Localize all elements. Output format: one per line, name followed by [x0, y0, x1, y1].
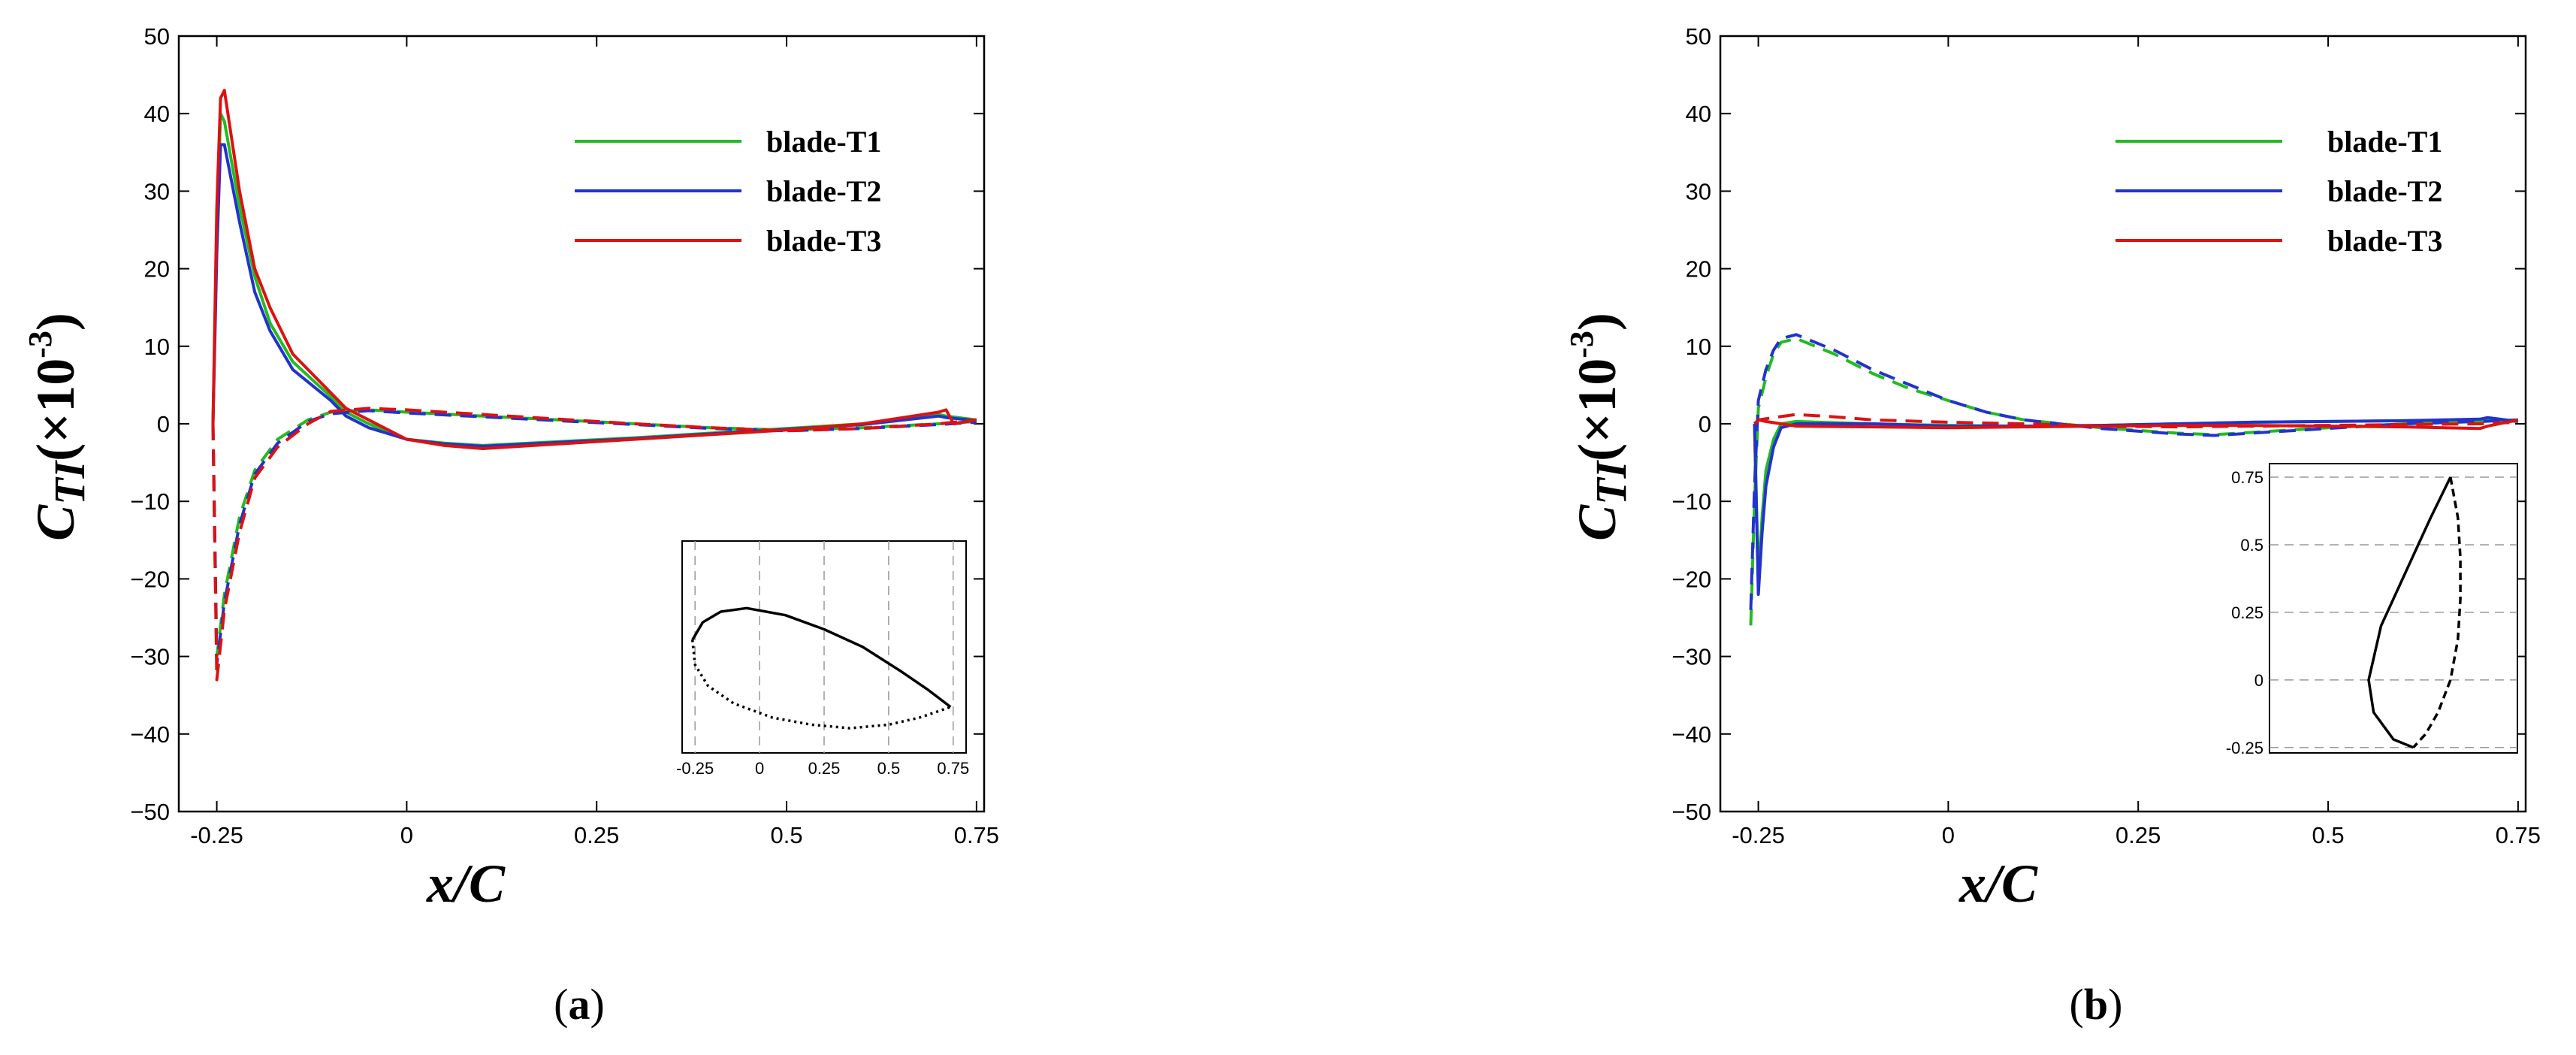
y-axis-label-a: CTI(×10-3): [22, 313, 94, 541]
y-tick-label: 0: [1699, 411, 1711, 437]
y-tick-label: −10: [130, 488, 170, 515]
inset-x-tick-label: 0.5: [877, 759, 901, 778]
caption-b: (b): [2070, 980, 2123, 1029]
y-tick-label: −50: [130, 799, 170, 825]
inset-a: -0.25 0 0.25 0.5 0.75: [676, 540, 969, 778]
x-tick-label: 0.25: [574, 822, 619, 848]
inset-y-tick-label: 0.25: [2231, 603, 2263, 622]
y-tick-label: −30: [130, 644, 170, 670]
airfoil-pressure-side: [690, 639, 951, 730]
x-axis-label-a: x/C: [426, 854, 506, 914]
y-tick-label: 20: [144, 256, 170, 283]
inset-y-tick-label: 0: [2254, 671, 2263, 690]
y-tick-label: 10: [144, 334, 170, 360]
inset-y-tick-label: -0.25: [2226, 739, 2263, 757]
caption-a: (a): [554, 980, 605, 1029]
panel-b: −50 −40 −30 −20 −10 0 10 20 30 40 50 -0.25 0 0.25 0.5 0…: [1563, 23, 2541, 1029]
y-tick-label: −30: [1672, 644, 1711, 670]
y-tick-label: 20: [1686, 256, 1711, 283]
y-tick-label: −20: [1672, 566, 1711, 592]
y-tick-label: 30: [144, 178, 170, 204]
y-tick-label: 10: [1686, 334, 1711, 360]
x-tick-label: 0.5: [771, 822, 803, 848]
y-tick-label: 50: [144, 23, 170, 50]
x-tick-label: 0: [1942, 822, 1955, 848]
x-tick-label: 0.75: [2496, 822, 2541, 848]
legend-a: blade-T1 blade-T2 blade-T3: [575, 125, 881, 258]
y-tick-label: −40: [130, 721, 170, 748]
y-tick-label: 40: [1686, 101, 1711, 127]
y-tick-label: −40: [1672, 721, 1711, 748]
y-tick-label: −20: [130, 566, 170, 592]
y-tick-label: 40: [144, 101, 170, 127]
inset-y-tick-label: 0.5: [2240, 536, 2263, 555]
inset-frame: [2269, 463, 2518, 754]
x-axis-label-b: x/C: [1958, 854, 2038, 914]
legend-label-t1: blade-T1: [766, 125, 881, 159]
y-tick-label: 0: [157, 411, 170, 437]
y-axis-title-b: CTI(×10-3): [1563, 313, 1635, 541]
y-tick-label: −10: [1672, 488, 1711, 515]
series-3-solid-line: [211, 89, 977, 450]
panel-a: −50 −40 −30 −20 −10 0 10 20 30 40 50 -0.25 0 0.25 0.5 0…: [22, 23, 999, 1029]
inset-x-tick-label: 0.75: [937, 759, 969, 778]
inset-x-tick-label: 0: [755, 759, 764, 778]
airfoil-pressure-side: [2412, 476, 2462, 748]
plot-area-a: −50 −40 −30 −20 −10 0 10 20 30 40 50 -0.25 0 0.25 0.5 0…: [130, 23, 999, 848]
legend-label-t3-b: blade-T3: [2327, 224, 2442, 258]
series-1-dashed-line: [211, 408, 977, 658]
legend-label-t2-b: blade-T2: [2327, 174, 2442, 208]
inset-x-tick-label: 0.25: [808, 759, 841, 778]
y-tick-label: −50: [1672, 799, 1711, 825]
series-3-solid-line: [1753, 418, 2519, 431]
y-tick-label: 50: [1686, 23, 1711, 50]
x-tick-label: -0.25: [190, 822, 243, 848]
plot-area-b: −50 −40 −30 −20 −10 0 10 20 30 40 50 -0.25 0 0.25 0.5 0…: [1672, 23, 2541, 848]
x-tick-label: 0.75: [954, 822, 999, 848]
x-tick-label: 0: [400, 822, 413, 848]
airfoil-suction-side: [691, 606, 952, 709]
airfoil-suction-side: [2367, 476, 2452, 749]
x-tick-label: -0.25: [1732, 822, 1785, 848]
x-tick-label: 0.25: [2115, 822, 2161, 848]
y-axis-title-a: CTI(×10-3): [22, 313, 94, 541]
legend-label-t2: blade-T2: [766, 174, 881, 208]
legend-label-t1-b: blade-T1: [2327, 125, 2442, 159]
x-tick-label: 0.5: [2312, 822, 2345, 848]
series-3-dashed-line: [1753, 413, 2518, 429]
series-1-dashed-line: [1749, 337, 2518, 626]
legend-b: blade-T1 blade-T2 blade-T3: [2115, 125, 2442, 258]
inset-b: -0.25 0 0.25 0.5 0.75: [2226, 463, 2518, 757]
inset-y-tick-label: 0.75: [2231, 468, 2263, 487]
inset-x-tick-label: -0.25: [676, 759, 714, 778]
y-tick-label: 30: [1686, 178, 1711, 204]
legend-label-t3: blade-T3: [766, 224, 881, 258]
y-axis-label-b: CTI(×10-3): [1563, 313, 1635, 541]
